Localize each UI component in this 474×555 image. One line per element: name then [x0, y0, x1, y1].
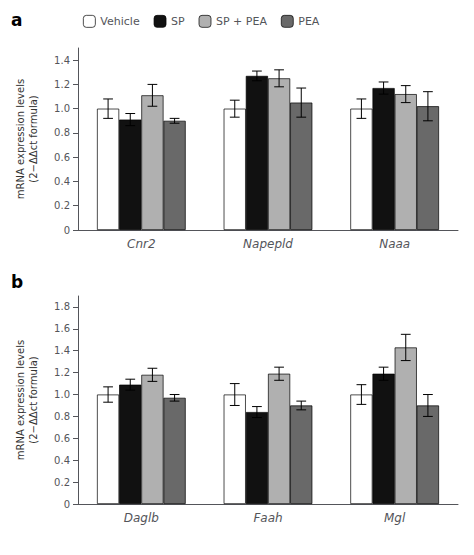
- svg-text:1.4: 1.4: [54, 345, 70, 356]
- svg-text:0.2: 0.2: [54, 477, 70, 488]
- svg-text:0.4: 0.4: [54, 176, 70, 187]
- svg-text:Vehicle: Vehicle: [100, 15, 140, 28]
- svg-text:Daglb: Daglb: [124, 511, 160, 525]
- svg-text:(2−ΔΔct formula): (2−ΔΔct formula): [28, 356, 39, 443]
- svg-text:Naaa: Naaa: [379, 237, 410, 251]
- svg-text:Faah: Faah: [253, 511, 282, 525]
- svg-text:b: b: [11, 272, 23, 292]
- svg-text:0: 0: [64, 499, 70, 510]
- svg-text:0.2: 0.2: [54, 200, 70, 211]
- svg-text:1.6: 1.6: [54, 323, 70, 334]
- svg-text:mRNA expression levels: mRNA expression levels: [15, 340, 26, 460]
- svg-text:1.2: 1.2: [54, 367, 70, 378]
- svg-text:1.8: 1.8: [54, 301, 70, 312]
- svg-text:0.6: 0.6: [54, 433, 70, 444]
- svg-text:mRNA expression levels: mRNA expression levels: [15, 79, 26, 199]
- svg-text:Mgl: Mgl: [384, 511, 406, 525]
- svg-text:1.0: 1.0: [54, 103, 70, 114]
- svg-text:0.4: 0.4: [54, 455, 70, 466]
- svg-text:(2−ΔΔct formula): (2−ΔΔct formula): [28, 95, 39, 182]
- svg-text:a: a: [11, 10, 22, 30]
- svg-text:0: 0: [64, 225, 70, 236]
- svg-text:1.4: 1.4: [54, 55, 70, 66]
- svg-text:1.0: 1.0: [54, 389, 70, 400]
- svg-text:0.8: 0.8: [54, 411, 70, 422]
- svg-text:1.2: 1.2: [54, 79, 70, 90]
- svg-text:Napepld: Napepld: [243, 237, 293, 251]
- svg-text:Cnr2: Cnr2: [127, 237, 156, 251]
- svg-text:0.6: 0.6: [54, 152, 70, 163]
- svg-text:SP: SP: [171, 15, 185, 28]
- svg-text:PEA: PEA: [298, 15, 320, 28]
- svg-text:SP + PEA: SP + PEA: [216, 15, 267, 28]
- svg-text:0.8: 0.8: [54, 127, 70, 138]
